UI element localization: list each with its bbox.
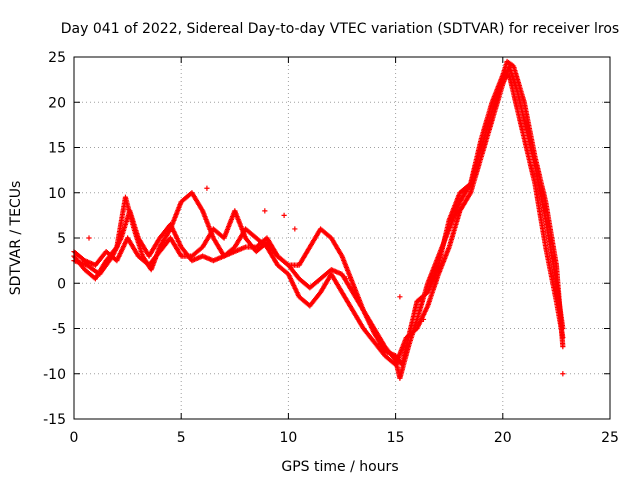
- x-axis-label: GPS time / hours: [281, 459, 398, 475]
- x-tick-label: 25: [601, 430, 619, 446]
- x-tick-label: 5: [177, 430, 186, 446]
- x-tick-label: 0: [70, 430, 79, 446]
- x-tick-label: 15: [387, 430, 405, 446]
- outlier-point: [560, 371, 566, 377]
- outlier-point: [281, 212, 287, 218]
- y-axis: -15 -10 -5 0 5 10 15 20 25: [43, 50, 610, 428]
- y-tick-label: 0: [57, 276, 66, 292]
- outlier-point: [262, 208, 268, 214]
- y-tick-label: 15: [48, 141, 66, 157]
- outlier-point: [397, 294, 403, 300]
- y-tick-label: -15: [43, 412, 66, 428]
- x-axis: 0 5 10 15 20 25: [70, 57, 619, 446]
- outlier-point: [420, 316, 427, 323]
- outlier-point: [343, 276, 349, 282]
- chart-title: Day 041 of 2022, Sidereal Day-to-day VTE…: [61, 21, 619, 37]
- outlier-point: [204, 185, 210, 191]
- grid-lines: [74, 57, 610, 419]
- y-axis-label: SDTVAR / TECUs: [8, 181, 24, 296]
- data-point: [560, 344, 566, 350]
- x-tick-label: 10: [279, 430, 297, 446]
- outlier-point: [86, 235, 92, 241]
- y-tick-label: 25: [48, 50, 66, 66]
- data-points: [71, 58, 566, 381]
- y-tick-label: 20: [48, 95, 66, 111]
- y-tick-label: -10: [43, 367, 66, 383]
- y-tick-label: 5: [57, 231, 66, 247]
- y-tick-label: -5: [52, 322, 66, 338]
- outlier-point: [292, 226, 298, 232]
- y-tick-label: 10: [48, 186, 66, 202]
- x-tick-label: 20: [494, 430, 512, 446]
